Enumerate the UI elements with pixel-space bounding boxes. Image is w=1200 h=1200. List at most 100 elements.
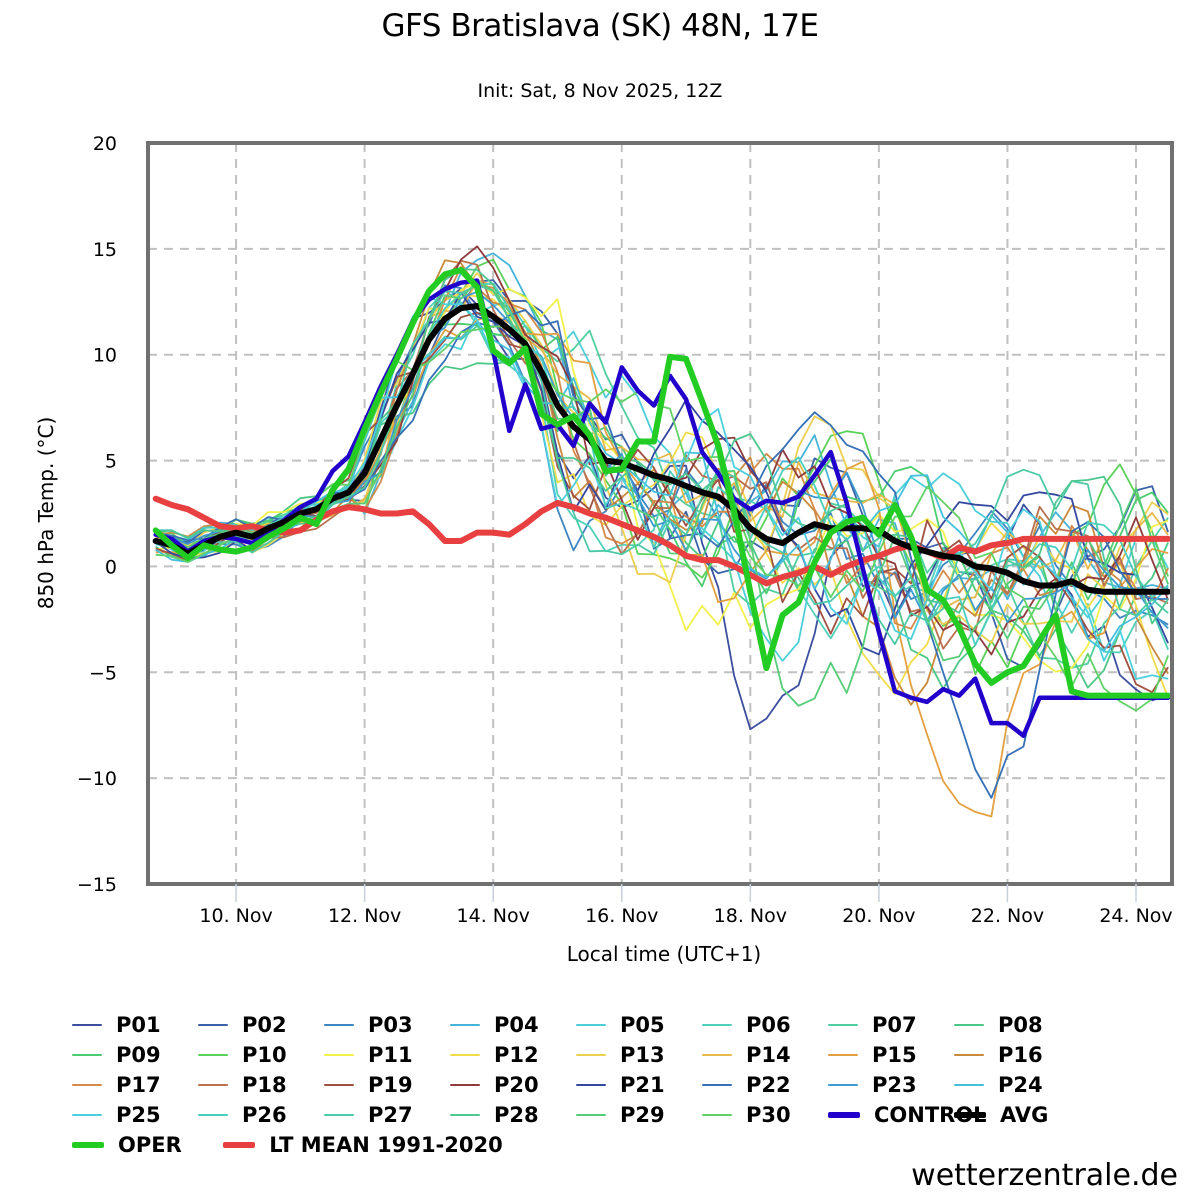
x-tick-label: 20. Nov	[842, 905, 915, 927]
legend-swatch	[198, 1054, 228, 1056]
x-tick-label: 18. Nov	[714, 905, 787, 927]
legend-item[interactable]: P30	[702, 1100, 791, 1130]
legend-swatch	[828, 1054, 858, 1056]
legend-label: P03	[368, 1013, 413, 1037]
legend-label: P01	[116, 1013, 161, 1037]
legend-item[interactable]: P05	[576, 1010, 665, 1040]
legend-item[interactable]: P07	[828, 1010, 917, 1040]
legend-swatch	[324, 1114, 354, 1116]
member-line-p10	[155, 258, 1169, 676]
legend-swatch	[828, 1024, 858, 1026]
legend-label: P24	[998, 1073, 1043, 1097]
legend-swatch	[828, 1084, 858, 1086]
legend-item[interactable]: P27	[324, 1100, 413, 1130]
legend-label: P28	[494, 1103, 539, 1127]
legend-swatch	[702, 1084, 732, 1086]
x-tick-label: 22. Nov	[971, 905, 1044, 927]
legend-item[interactable]: P10	[198, 1040, 287, 1070]
legend-swatch	[324, 1084, 354, 1086]
legend-item[interactable]: P21	[576, 1070, 665, 1100]
legend-item[interactable]: P24	[954, 1070, 1043, 1100]
legend-label: P04	[494, 1013, 539, 1037]
legend-label: P23	[872, 1073, 917, 1097]
legend-label: P21	[620, 1073, 665, 1097]
legend-item[interactable]: P26	[198, 1100, 287, 1130]
legend-swatch	[72, 1084, 102, 1086]
legend-swatch	[954, 1024, 984, 1026]
legend-item[interactable]: P11	[324, 1040, 413, 1070]
legend-item[interactable]: P13	[576, 1040, 665, 1070]
legend-swatch	[576, 1114, 606, 1116]
legend-item[interactable]: P16	[954, 1040, 1043, 1070]
legend-swatch	[72, 1114, 102, 1116]
legend-item[interactable]: P17	[72, 1070, 161, 1100]
legend-item[interactable]: P23	[828, 1070, 917, 1100]
legend-item[interactable]: AVG	[954, 1100, 1048, 1130]
x-axis-ticks: 10. Nov 12. Nov 14. Nov 16. Nov 18. Nov 20. N…	[199, 884, 1173, 927]
legend-item[interactable]: P15	[828, 1040, 917, 1070]
legend-label: P07	[872, 1013, 917, 1037]
legend-item[interactable]: P04	[450, 1010, 539, 1040]
legend-swatch	[954, 1054, 984, 1056]
legend-label: P15	[872, 1043, 917, 1067]
member-line-p26	[155, 282, 1169, 646]
legend-swatch	[72, 1054, 102, 1056]
legend-swatch	[223, 1142, 256, 1148]
legend-item[interactable]: P18	[198, 1070, 287, 1100]
legend-swatch	[702, 1054, 732, 1056]
legend-swatch	[450, 1024, 480, 1026]
legend-item[interactable]: P02	[198, 1010, 287, 1040]
legend-item[interactable]: P14	[702, 1040, 791, 1070]
legend-item[interactable]: P03	[324, 1010, 413, 1040]
legend-label: P18	[242, 1073, 287, 1097]
legend-swatch	[198, 1114, 228, 1116]
chart-subtitle: Init: Sat, 8 Nov 2025, 12Z	[477, 80, 723, 102]
legend-item[interactable]: LT MEAN 1991-2020	[223, 1130, 503, 1160]
legend-item[interactable]: P06	[702, 1010, 791, 1040]
legend-swatch	[450, 1054, 480, 1056]
legend-item[interactable]: P29	[576, 1100, 665, 1130]
legend-swatch	[324, 1054, 354, 1056]
plot-frame	[146, 141, 1174, 886]
legend-label: P27	[368, 1103, 413, 1127]
legend-label: LT MEAN 1991-2020	[269, 1133, 503, 1157]
legend-item[interactable]: P09	[72, 1040, 161, 1070]
legend-swatch	[450, 1084, 480, 1086]
y-tick-label: 10	[93, 345, 117, 367]
y-axis-label: 850 hPa Temp. (°C)	[34, 417, 58, 610]
legend-label: P20	[494, 1073, 539, 1097]
legend-swatch	[72, 1024, 102, 1026]
legend-label: P11	[368, 1043, 413, 1067]
legend-label: P30	[746, 1103, 791, 1127]
main-series	[152, 267, 1172, 739]
legend-swatch	[576, 1024, 606, 1026]
legend-item[interactable]: OPER	[72, 1130, 182, 1160]
legend-item[interactable]: P12	[450, 1040, 539, 1070]
legend-item[interactable]: P19	[324, 1070, 413, 1100]
legend-label: P10	[242, 1043, 287, 1067]
legend-item[interactable]: P22	[702, 1070, 791, 1100]
member-line-p18	[155, 259, 1169, 650]
legend-swatch	[72, 1142, 104, 1148]
legend-label: P26	[242, 1103, 287, 1127]
legend-swatch	[324, 1024, 354, 1026]
legend-item[interactable]: P01	[72, 1010, 161, 1040]
legend-swatch	[198, 1024, 228, 1026]
series-line-lt-mean-1991-2020	[152, 495, 1172, 587]
legend-label: P19	[368, 1073, 413, 1097]
y-tick-label: 15	[93, 239, 117, 261]
y-tick-label: 20	[93, 133, 117, 155]
legend-item[interactable]: P20	[450, 1070, 539, 1100]
member-line-p28	[155, 268, 1169, 625]
legend-swatch	[576, 1084, 606, 1086]
legend-label: OPER	[118, 1133, 182, 1157]
legend-label: P06	[746, 1013, 791, 1037]
legend-item[interactable]: P08	[954, 1010, 1043, 1040]
series-line-avg	[152, 303, 1172, 595]
y-tick-label: 0	[105, 556, 117, 578]
member-line-p09	[155, 319, 1169, 613]
member-line-p22	[155, 309, 1169, 799]
chart-area: 20 15 10 5 0 −5 −10 −15 10. Nov 12. Nov 14. Nov 16…	[34, 133, 1174, 966]
legend-item[interactable]: P28	[450, 1100, 539, 1130]
legend-item[interactable]: P25	[72, 1100, 161, 1130]
